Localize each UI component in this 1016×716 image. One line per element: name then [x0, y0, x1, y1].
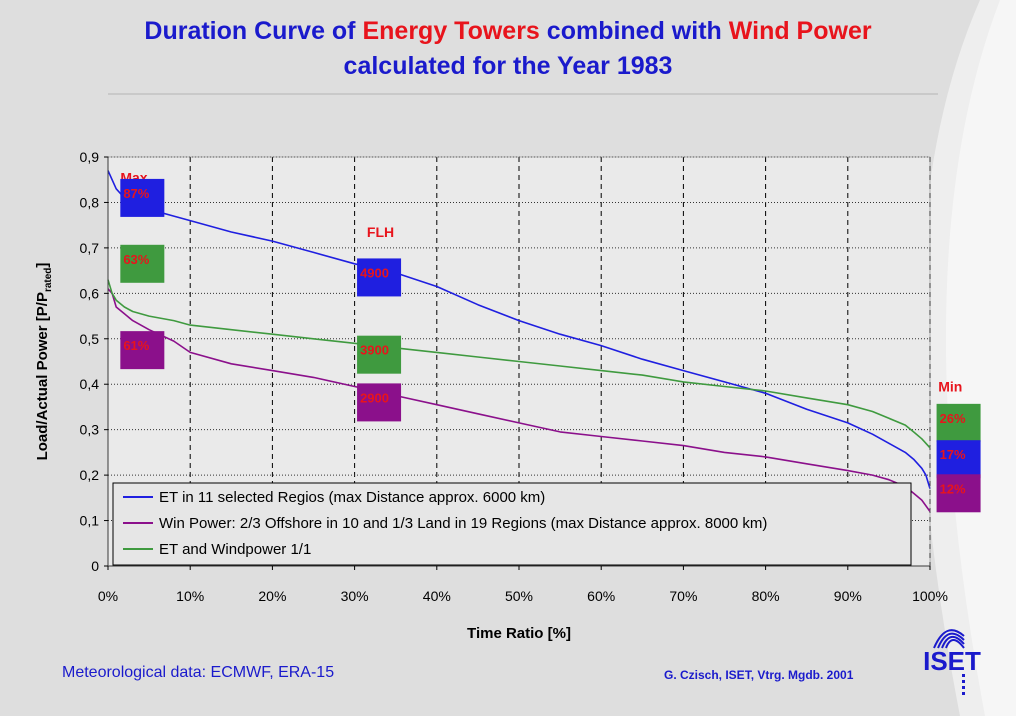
annotation-text: Min: [938, 378, 962, 394]
footer-credit: G. Czisch, ISET, Vtrg. Mgdb. 2001: [664, 668, 854, 682]
legend-entry-2: ET and Windpower 1/1: [159, 541, 311, 558]
legend: ET in 11 selected Regios (max Distance a…: [112, 482, 912, 566]
x-tick-label: 0%: [98, 588, 118, 604]
annotation-box: [120, 178, 165, 217]
x-tick-label: 80%: [752, 588, 780, 604]
chart-title-line-1: Duration Curve of Energy Towers combined…: [0, 17, 1016, 46]
y-tick-label: 0,9: [80, 149, 100, 165]
x-tick-label: 70%: [669, 588, 697, 604]
y-tick-label: 0,8: [80, 194, 100, 210]
title-segment: combined with: [539, 17, 729, 45]
x-axis-title: Time Ratio [%]: [467, 625, 571, 642]
x-tick-label: 90%: [834, 588, 862, 604]
axes: 0 0,1 0,2 0,3 0,4 0,5 0,6 0,7 0,8 0,9 0% 10% 20% 30% 4…: [34, 149, 948, 642]
annotation-label: 63%: [123, 252, 149, 267]
chart-title-line-2: calculated for the Year 1983: [343, 52, 673, 80]
y-axis-title-end: ]: [34, 263, 51, 268]
annotation-label: 87%: [123, 186, 149, 201]
title-segment: Duration Curve of: [144, 17, 363, 45]
annotation-box: [120, 331, 165, 370]
annotation-label: 12%: [940, 481, 966, 496]
series-line-2: [107, 279, 931, 449]
legend-box: [112, 482, 912, 566]
y-axis-title-main: Load/Actual Power [P/P: [34, 292, 51, 460]
annotation-label: 2900: [360, 390, 389, 405]
y-tick-label: 0,6: [80, 285, 100, 301]
y-tick-label: 0,3: [80, 422, 100, 438]
annotation-label: 61%: [123, 338, 149, 353]
annotation-box: [120, 244, 165, 283]
x-tick-label: 100%: [912, 588, 948, 604]
annotation-label: 26%: [940, 411, 966, 426]
title-segment: Energy Towers: [362, 17, 540, 45]
y-tick-label: 0,7: [80, 240, 100, 256]
annotation-box: [936, 474, 981, 513]
y-tick-label: 0,5: [80, 331, 100, 347]
annotation-text: FLH: [367, 224, 394, 240]
footer-data-source: Meteorological data: ECMWF, ERA-15: [62, 664, 335, 681]
y-axis-title: Load/Actual Power [P/Prated]: [34, 263, 54, 461]
annotation-box: [357, 335, 402, 374]
annotation-box: [936, 440, 981, 479]
annotation-box: [936, 403, 981, 442]
x-tick-label: 20%: [258, 588, 286, 604]
y-tick-label: 0: [91, 558, 99, 574]
x-tick-label: 50%: [505, 588, 533, 604]
annotation-box: [357, 258, 402, 297]
x-tick-label: 40%: [423, 588, 451, 604]
series-line-1: [107, 288, 931, 512]
y-tick-label: 0,4: [80, 376, 100, 392]
x-tick-label: 10%: [176, 588, 204, 604]
x-tick-label: 60%: [587, 588, 615, 604]
legend-entry-0: ET in 11 selected Regios (max Distance a…: [159, 489, 545, 506]
iset-logo: ISET: [923, 629, 981, 695]
annotation-label: 3900: [360, 343, 389, 358]
y-axis-title-subscript: rated: [43, 268, 54, 292]
title-divider: [108, 93, 938, 95]
annotation-label: 4900: [360, 265, 389, 280]
annotation-box: [357, 383, 402, 422]
legend-entry-1: Win Power: 2/3 Offshore in 10 and 1/3 La…: [159, 515, 767, 532]
y-tick-label: 0,2: [80, 467, 100, 483]
title-segment: Wind Power: [728, 17, 872, 45]
logo-text: ISET: [923, 646, 981, 676]
x-tick-label: 30%: [341, 588, 369, 604]
annotation-label: 17%: [940, 447, 966, 462]
y-tick-label: 0,1: [80, 513, 100, 529]
